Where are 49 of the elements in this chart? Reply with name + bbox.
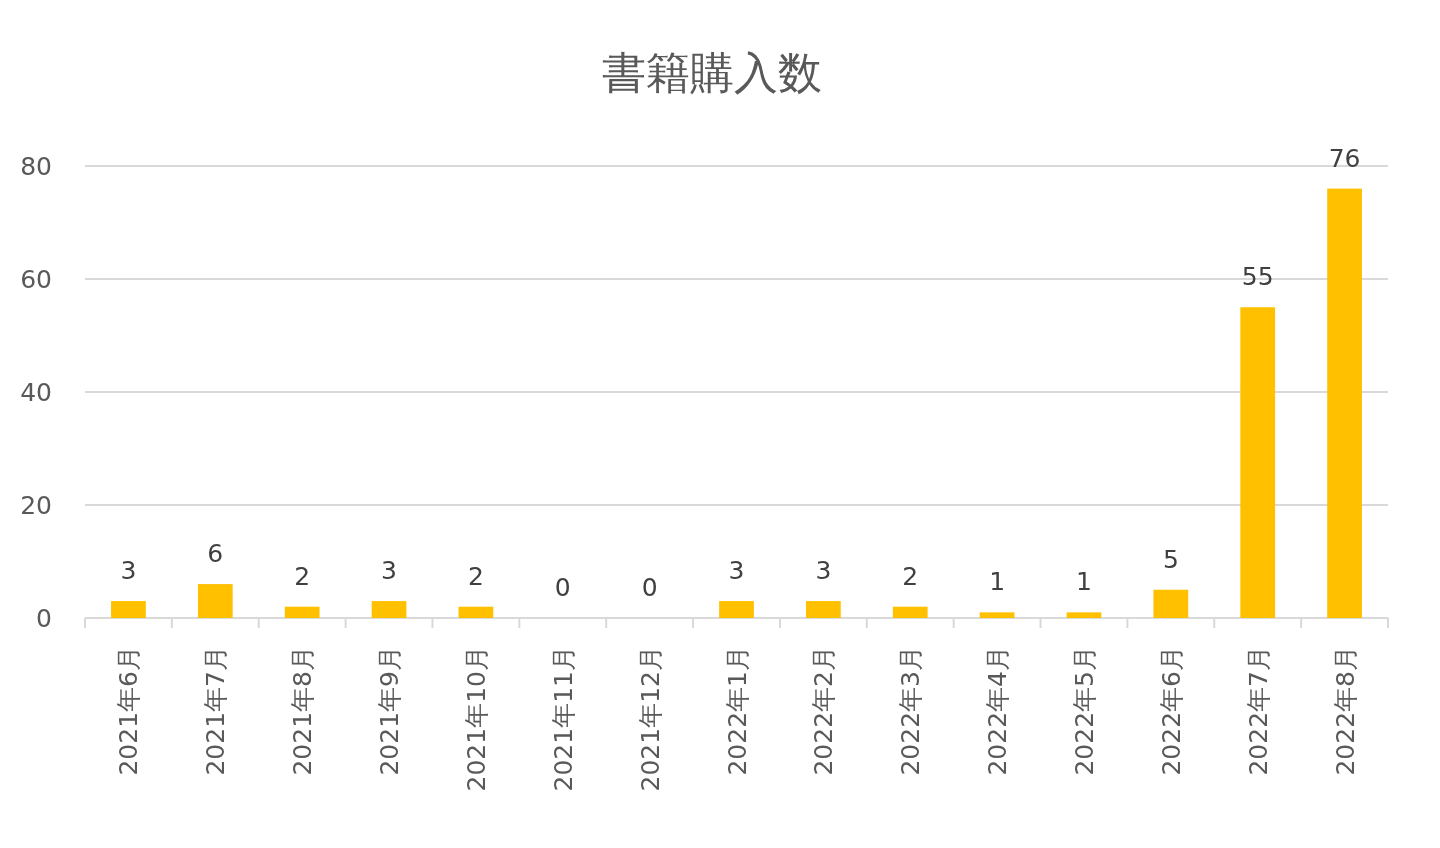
bar [892, 606, 928, 618]
x-tick-label: 2021年7月 [201, 646, 231, 776]
bar [371, 601, 407, 618]
x-tick-label: 2022年5月 [1069, 646, 1099, 776]
data-label: 3 [728, 556, 745, 586]
bar [1153, 589, 1189, 618]
bar [284, 606, 320, 618]
data-label: 2 [294, 561, 311, 591]
x-tick-label: 2021年10月 [461, 646, 491, 792]
bar [197, 584, 233, 618]
bar [719, 601, 754, 618]
chart-title: 書籍購入数 [602, 47, 822, 98]
x-tick-label: 2021年9月 [375, 646, 405, 776]
x-tick-label: 2021年12月 [635, 646, 665, 792]
data-label: 2 [902, 561, 919, 591]
data-label: 55 [1241, 262, 1274, 292]
x-tick-label: 2022年4月 [983, 646, 1013, 776]
x-tick-label: 2022年8月 [1330, 646, 1360, 776]
y-tick-label: 60 [20, 265, 52, 294]
x-tick-label: 2022年2月 [809, 646, 839, 776]
x-tick-label: 2022年3月 [896, 646, 926, 776]
bar [979, 612, 1015, 618]
x-tick-label: 2022年6月 [1156, 646, 1186, 776]
y-tick-label: 0 [36, 604, 52, 633]
bar [1240, 307, 1276, 618]
data-label: 1 [1076, 567, 1092, 597]
y-tick-label: 20 [20, 491, 52, 520]
data-label: 0 [641, 573, 658, 602]
bar [111, 601, 146, 618]
bar [805, 601, 841, 618]
data-label: 0 [554, 573, 571, 602]
x-tick-label: 2021年11月 [548, 646, 578, 792]
y-tick-label: 40 [20, 378, 52, 407]
x-tick-label: 2022年7月 [1243, 646, 1273, 776]
data-label: 1 [989, 567, 1006, 597]
x-tick-label: 2021年8月 [288, 646, 318, 776]
data-label: 3 [815, 556, 832, 586]
data-label: 2 [467, 561, 484, 591]
bar [1066, 612, 1102, 618]
data-label: 76 [1328, 143, 1361, 173]
bar [458, 606, 494, 618]
bar [1327, 188, 1362, 618]
x-tick-label: 2022年1月 [722, 646, 752, 776]
data-label: 5 [1162, 544, 1179, 574]
x-tick-label: 2021年6月 [114, 646, 144, 776]
data-label: 3 [381, 556, 397, 586]
y-tick-label: 80 [20, 152, 52, 181]
data-label: 3 [120, 556, 137, 586]
data-label: 6 [207, 539, 224, 569]
